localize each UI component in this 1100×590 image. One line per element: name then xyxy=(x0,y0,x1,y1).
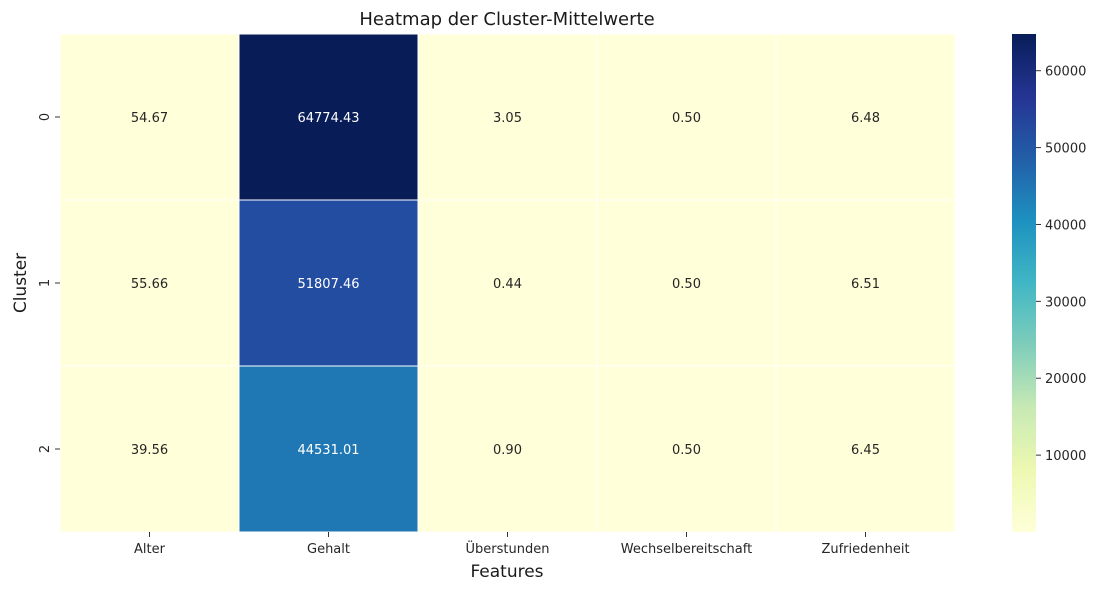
cell-value-label-r0-c3: 0.50 xyxy=(672,111,701,126)
x-tick-label-2: Überstunden xyxy=(466,540,550,557)
cell-value-label-r2-c1: 44531.01 xyxy=(297,443,359,458)
cell-value-label-r2-c0: 39.56 xyxy=(131,443,168,458)
colorbar-gradient xyxy=(1012,34,1036,532)
x-tick-label-1: Gehalt xyxy=(307,542,350,557)
heatmap-cell-r1-c2 xyxy=(417,199,598,367)
colorbar-tick-label-4: 50000 xyxy=(1045,142,1086,157)
heatmap-cell-r1-c1 xyxy=(238,199,419,367)
cell-value-label-r1-c1: 51807.46 xyxy=(297,277,359,292)
colorbar: 10000 20000 30000 40000 50000 60000 xyxy=(1012,34,1086,532)
y-tick-label-0: 0 xyxy=(38,113,53,121)
x-axis-label: Features xyxy=(470,562,543,582)
cell-value-label-r1-c3: 0.50 xyxy=(672,277,701,292)
heatmap-cell-r0-c0 xyxy=(59,33,240,201)
heatmap-cell-r0-c4 xyxy=(775,33,956,201)
heatmap-cells: 54.67 64774.43 3.05 0.50 6.48 55.66 51807.46 0.… xyxy=(59,33,956,533)
cell-value-label-r2-c2: 0.90 xyxy=(493,443,522,458)
y-tick-label-1: 1 xyxy=(38,279,53,287)
y-axis-ticks: 0 1 2 xyxy=(38,113,60,453)
cell-value-label-r0-c0: 54.67 xyxy=(131,111,168,126)
colorbar-tick-label-0: 10000 xyxy=(1045,449,1086,464)
heatmap-cell-r2-c4 xyxy=(775,365,956,533)
y-tick-label-2: 2 xyxy=(38,445,53,453)
heatmap-cell-r2-c3 xyxy=(596,365,777,533)
cell-value-label-r0-c2: 3.05 xyxy=(493,111,522,126)
heatmap-cell-r0-c1 xyxy=(238,33,419,201)
y-axis-label: Cluster xyxy=(11,253,31,313)
cell-value-label-r1-c2: 0.44 xyxy=(493,277,522,292)
cell-value-label-r1-c4: 6.51 xyxy=(851,277,880,292)
colorbar-tick-label-2: 30000 xyxy=(1045,295,1086,310)
colorbar-tick-label-3: 40000 xyxy=(1045,218,1086,233)
heatmap-cell-r2-c1 xyxy=(238,365,419,533)
colorbar-tick-label-5: 60000 xyxy=(1045,65,1086,80)
chart-title: Heatmap der Cluster-Mittelwerte xyxy=(359,9,654,30)
x-tick-label-0: Alter xyxy=(134,542,166,557)
heatmap-cell-r2-c2 xyxy=(417,365,598,533)
cell-value-label-r0-c1: 64774.43 xyxy=(297,111,359,126)
cell-value-label-r2-c4: 6.45 xyxy=(851,443,880,458)
x-axis-ticks: Alter Gehalt Überstunden Wechselbereitschaf… xyxy=(134,532,910,557)
cell-value-label-r0-c4: 6.48 xyxy=(851,111,880,126)
heatmap-cell-r0-c3 xyxy=(596,33,777,201)
colorbar-tick-label-1: 20000 xyxy=(1045,372,1086,387)
heatmap-cell-r1-c4 xyxy=(775,199,956,367)
x-tick-label-4: Zufriedenheit xyxy=(821,542,909,557)
heatmap-cell-r0-c2 xyxy=(417,33,598,201)
heatmap-cell-r1-c0 xyxy=(59,199,240,367)
x-tick-label-3: Wechselbereitschaft xyxy=(621,542,752,557)
cell-value-label-r1-c0: 55.66 xyxy=(131,277,168,292)
cell-value-label-r2-c3: 0.50 xyxy=(672,443,701,458)
